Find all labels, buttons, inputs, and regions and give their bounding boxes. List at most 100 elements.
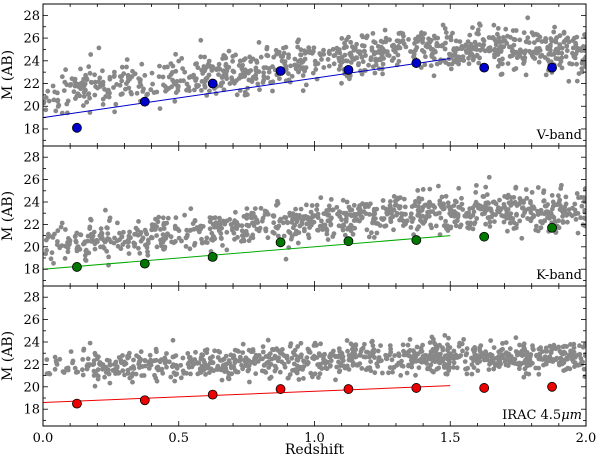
cloud-point	[196, 360, 202, 366]
cloud-point	[292, 347, 298, 353]
cloud-point	[310, 213, 315, 219]
y-ticks-irac: 18 20 22 24 26 28	[23, 291, 586, 421]
cloud-point	[77, 93, 83, 99]
cloud-point	[563, 367, 569, 372]
cloud-point	[161, 226, 167, 231]
cloud-point	[522, 210, 527, 216]
cloud-point	[260, 349, 266, 355]
cloud-point	[564, 211, 570, 217]
cloud-point	[203, 372, 208, 377]
cloud-point	[422, 31, 427, 36]
cloud-point	[380, 71, 385, 77]
cloud-point	[164, 351, 169, 356]
cloud-point	[456, 185, 462, 191]
cloud-point	[142, 227, 148, 233]
cloud-point	[496, 35, 502, 41]
binned-point-k-band-7	[547, 222, 557, 233]
cloud-point	[52, 366, 58, 372]
cloud-point	[529, 190, 535, 195]
binned-point-irac-4	[343, 384, 354, 394]
cloud-point	[577, 351, 583, 357]
cloud-point	[129, 74, 135, 79]
cloud-point	[54, 242, 60, 248]
cloud-point	[65, 249, 71, 255]
cloud-point	[259, 368, 265, 374]
cloud-point	[427, 44, 433, 50]
cloud-point	[430, 358, 436, 364]
cloud-point	[502, 194, 507, 199]
cloud-point	[92, 383, 98, 389]
cloud-point	[44, 371, 50, 377]
cloud-point	[370, 31, 376, 36]
cloud-point	[543, 345, 549, 351]
cloud-point	[217, 222, 223, 227]
cloud-point	[231, 69, 237, 75]
cloud-point	[370, 220, 375, 226]
cloud-point	[331, 53, 337, 59]
cloud-point	[436, 183, 441, 189]
cloud-point	[534, 352, 539, 358]
cloud-point	[145, 241, 151, 246]
cloud-point	[463, 366, 468, 372]
cloud-point	[394, 38, 400, 44]
cloud-point	[375, 221, 381, 227]
cloud-point	[299, 60, 305, 65]
cloud-point	[193, 349, 198, 355]
cloud-point	[431, 369, 436, 375]
cloud-point	[205, 365, 211, 371]
cloud-point	[486, 367, 492, 372]
cloud-point	[88, 217, 94, 223]
cloud-point	[51, 260, 56, 266]
cloud-point	[298, 340, 304, 346]
cloud-point	[194, 83, 199, 88]
cloud-point	[439, 194, 445, 200]
cloud-point	[528, 200, 533, 206]
cloud-point	[550, 214, 556, 220]
cloud-point	[549, 193, 555, 198]
cloud-point	[280, 347, 285, 352]
cloud-point	[162, 246, 167, 252]
cloud-point	[350, 351, 355, 357]
cloud-point	[525, 15, 531, 21]
cloud-point	[507, 220, 513, 226]
scatter-cloud-v-band	[43, 15, 586, 116]
cloud-point	[240, 350, 246, 355]
cloud-point	[559, 55, 565, 61]
cloud-point	[563, 194, 569, 200]
cloud-point	[90, 362, 96, 368]
cloud-point	[531, 213, 536, 218]
cloud-point	[328, 353, 333, 358]
cloud-point	[389, 43, 395, 49]
cloud-point	[445, 200, 451, 206]
cloud-point	[224, 247, 230, 253]
cloud-point	[533, 365, 539, 371]
binned-point-k-band-1	[139, 258, 150, 269]
cloud-point	[388, 349, 394, 355]
cloud-point	[464, 371, 470, 377]
cloud-point	[409, 360, 415, 366]
cloud-point	[349, 346, 355, 352]
cloud-point	[430, 353, 435, 359]
cloud-point	[299, 221, 305, 227]
cloud-point	[55, 228, 61, 234]
cloud-point	[295, 354, 300, 360]
cloud-point	[101, 366, 107, 371]
cloud-point	[378, 44, 384, 50]
cloud-point	[302, 50, 308, 56]
cloud-point	[320, 227, 326, 233]
cloud-point	[535, 50, 541, 55]
cloud-point	[393, 199, 398, 204]
cloud-point	[154, 378, 160, 384]
cloud-point	[282, 215, 287, 220]
cloud-point	[232, 80, 237, 86]
cloud-point	[517, 53, 523, 58]
cloud-point	[583, 216, 586, 222]
cloud-point	[486, 201, 491, 206]
cloud-point	[470, 226, 476, 232]
cloud-point	[229, 75, 235, 81]
cloud-point	[324, 366, 330, 372]
cloud-point	[227, 217, 233, 222]
cloud-point	[453, 38, 459, 44]
cloud-point	[583, 60, 586, 65]
